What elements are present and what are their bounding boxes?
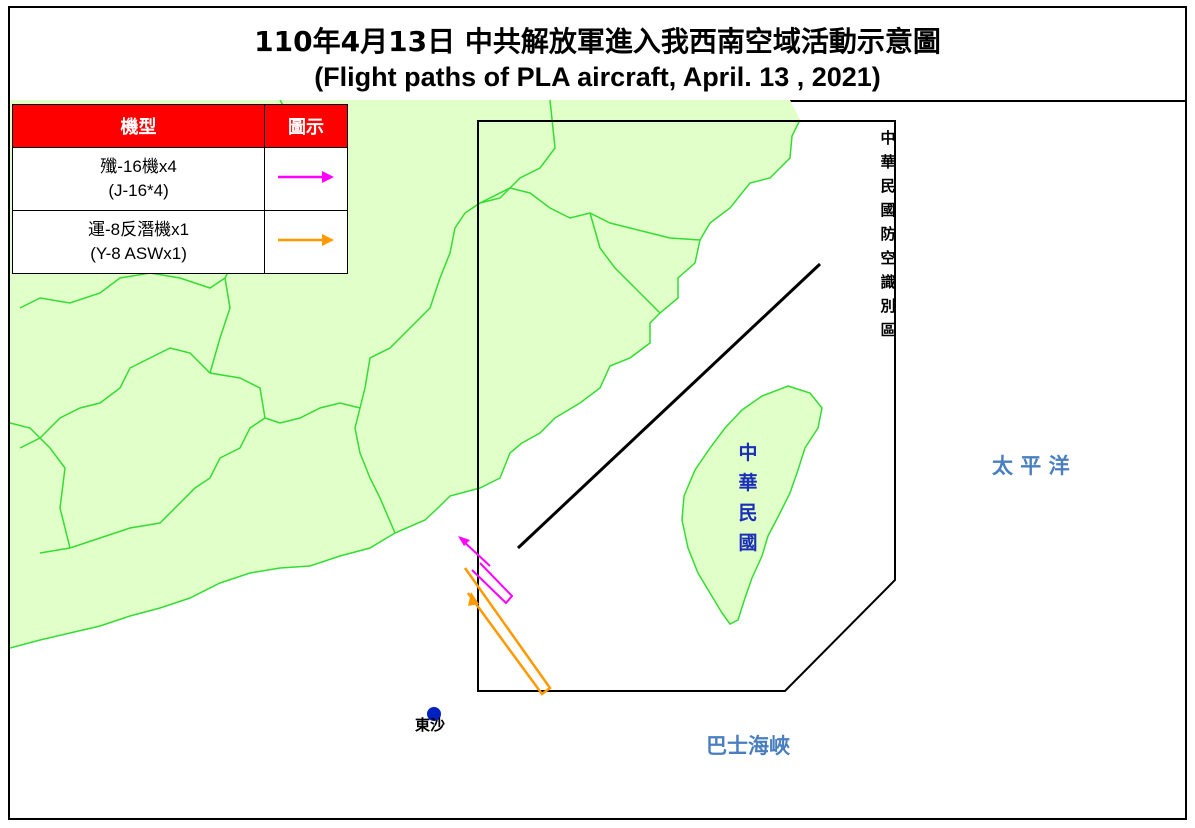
legend-header-type: 機型 — [11, 104, 266, 148]
province-borders — [10, 100, 801, 649]
taiwan-island — [681, 385, 823, 625]
j16-flight-track — [458, 536, 514, 605]
title-chinese: 110年4月13日 中共解放軍進入我西南空域活動示意圖 — [254, 25, 941, 58]
legend-j16-en: (J-16*4) — [108, 181, 169, 200]
legend-header-symbol: 圖示 — [264, 104, 348, 148]
strait-median-line — [516, 262, 822, 550]
bashi-channel-label: 巴士海峽 — [706, 733, 790, 758]
roc-label: 中華民國 — [738, 442, 758, 554]
legend-y8-zh: 運-8反潛機x1 — [88, 220, 190, 239]
adiz-boundary — [477, 120, 896, 692]
y8-flight-track — [463, 567, 552, 696]
orange-arrow-icon — [278, 234, 335, 246]
map-frame: 110年4月13日 中共解放軍進入我西南空域活動示意圖 (Flight path… — [8, 6, 1187, 820]
pratas-label: 東沙 — [415, 716, 446, 734]
title-english: (Flight paths of PLA aircraft, April. 13… — [314, 62, 881, 92]
title-box: 110年4月13日 中共解放軍進入我西南空域活動示意圖 (Flight path… — [10, 8, 1185, 102]
legend-row-j16: 殲-16機x4 (J-16*4) — [11, 147, 348, 211]
legend-table: 機型 圖示 殲-16機x4 (J-16*4) 運-8反潛機x1 (Y-8 ASW… — [11, 104, 348, 274]
pratas-marker — [427, 707, 441, 721]
legend-row-y8: 運-8反潛機x1 (Y-8 ASWx1) — [11, 210, 348, 274]
pacific-ocean-label: 太 平 洋 — [992, 453, 1070, 478]
legend-j16-zh: 殲-16機x4 — [100, 157, 177, 176]
adiz-label: 中華民國防空識別區 — [880, 129, 896, 339]
magenta-arrow-icon — [278, 171, 335, 183]
legend-y8-en: (Y-8 ASWx1) — [90, 244, 187, 263]
